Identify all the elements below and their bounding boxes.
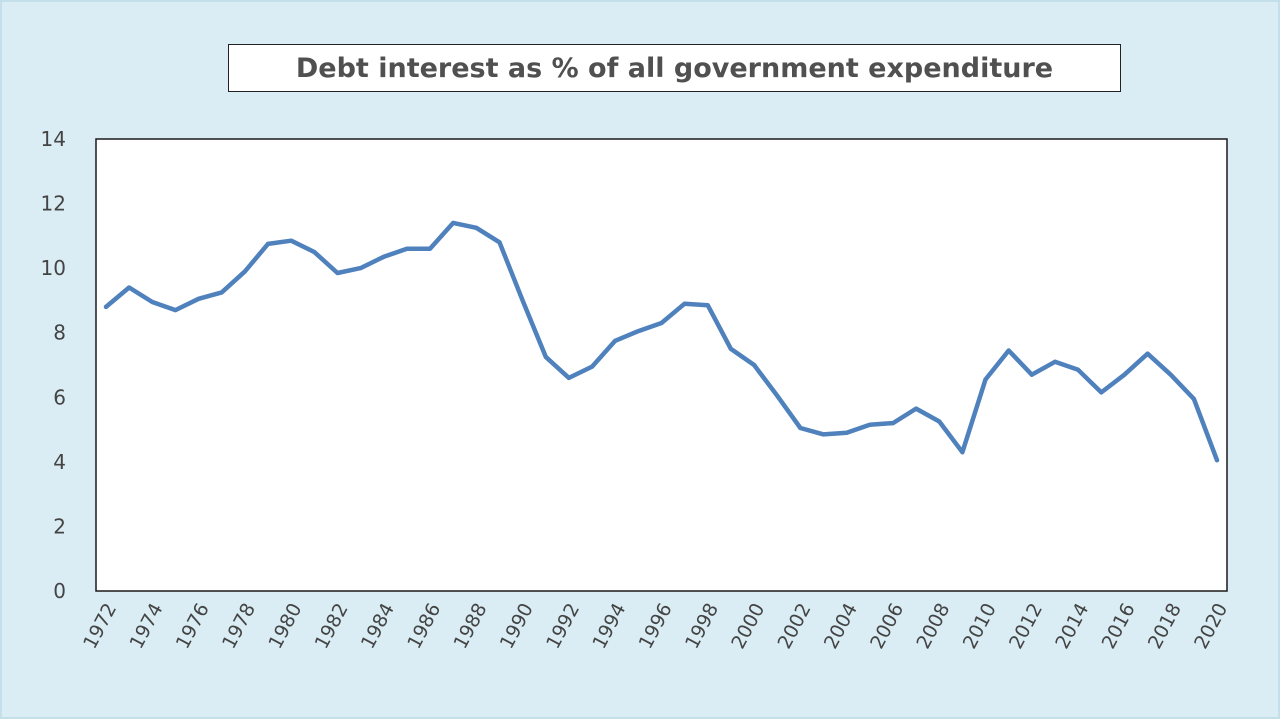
data-point <box>1006 348 1011 353</box>
data-point <box>104 304 108 309</box>
x-tick-label: 1996 <box>635 600 677 653</box>
x-tick-label: 1974 <box>125 600 167 653</box>
data-point <box>566 375 571 380</box>
y-tick-label: 14 <box>41 127 66 151</box>
data-point <box>1191 396 1196 401</box>
plot-area <box>95 138 1228 592</box>
data-point <box>1145 351 1150 356</box>
data-point <box>1029 372 1034 377</box>
x-tick-label: 2008 <box>912 600 954 653</box>
x-tick-label: 2002 <box>774 600 816 653</box>
x-tick-label: 1984 <box>357 600 399 653</box>
x-tick-label: 2012 <box>1005 600 1047 653</box>
data-point <box>867 422 872 427</box>
data-point <box>682 301 687 306</box>
data-point <box>312 250 317 254</box>
x-tick-label: 1980 <box>264 600 306 653</box>
x-tick-label: 1992 <box>542 600 584 653</box>
series-layer <box>103 220 1220 463</box>
data-point <box>127 285 132 290</box>
data-point <box>659 321 664 325</box>
x-axis: 1972 1974 1976 1978 1980 1982 1984 1986 1988 1990… <box>79 600 1232 653</box>
data-point <box>1168 372 1173 377</box>
x-tick-label: 1988 <box>449 600 491 653</box>
x-tick-label: 1990 <box>496 600 538 653</box>
x-tick-label: 2000 <box>727 600 769 653</box>
data-point <box>335 271 340 275</box>
data-point <box>705 303 710 308</box>
data-point <box>937 419 942 424</box>
data-point <box>543 354 548 359</box>
data-point <box>404 246 409 251</box>
x-tick-label: 2016 <box>1098 600 1140 653</box>
x-tick-label: 1972 <box>79 600 121 653</box>
chart-title-box: Debt interest as % of all government exp… <box>228 44 1121 92</box>
x-tick-label: 1982 <box>311 600 353 653</box>
data-point <box>242 269 247 274</box>
data-point <box>636 329 641 334</box>
data-point <box>1053 359 1057 364</box>
x-tick-label: 1978 <box>218 600 260 653</box>
x-tick-label: 1976 <box>172 600 214 653</box>
data-point <box>358 266 363 271</box>
data-point <box>1099 390 1104 395</box>
y-tick-label: 4 <box>53 450 66 474</box>
data-point <box>752 363 757 367</box>
y-tick-label: 2 <box>53 514 66 538</box>
data-point <box>451 220 456 225</box>
x-tick-label: 2020 <box>1190 600 1232 653</box>
y-axis: 0 2 4 6 8 10 12 14 <box>41 127 66 603</box>
data-point <box>914 406 919 411</box>
data-point <box>266 241 270 246</box>
x-tick-label: 1998 <box>681 600 723 653</box>
data-point <box>775 393 780 398</box>
data-point <box>891 421 895 426</box>
x-tick-label: 2006 <box>866 600 908 653</box>
y-tick-label: 8 <box>53 321 66 345</box>
data-point <box>728 346 733 351</box>
data-point <box>381 254 386 259</box>
chart-title: Debt interest as % of all government exp… <box>295 52 1054 84</box>
data-point <box>219 290 224 295</box>
x-tick-label: 2010 <box>959 600 1001 653</box>
data-point <box>428 246 432 251</box>
y-tick-label: 6 <box>53 385 66 409</box>
data-point <box>844 430 849 435</box>
data-point <box>1122 372 1127 377</box>
y-tick-label: 0 <box>53 579 66 603</box>
data-point <box>613 338 618 343</box>
x-tick-label: 2004 <box>820 600 862 653</box>
data-point <box>520 298 525 303</box>
data-point <box>196 296 201 301</box>
y-tick-label: 10 <box>41 256 66 280</box>
data-point <box>497 240 502 245</box>
data-point <box>960 450 965 455</box>
x-tick-label: 1994 <box>588 600 630 653</box>
data-point <box>474 225 479 230</box>
x-tick-label: 2014 <box>1051 600 1093 653</box>
data-point <box>821 432 826 437</box>
x-tick-label: 1986 <box>403 600 445 653</box>
data-point <box>150 300 155 304</box>
data-point <box>590 364 595 369</box>
data-point <box>1076 367 1081 372</box>
data-point <box>289 238 294 243</box>
y-tick-label: 12 <box>41 192 66 216</box>
x-tick-label: 2018 <box>1144 600 1186 653</box>
data-point <box>1215 458 1219 463</box>
data-point <box>983 377 988 382</box>
data-point <box>798 426 803 430</box>
data-point <box>173 308 178 313</box>
